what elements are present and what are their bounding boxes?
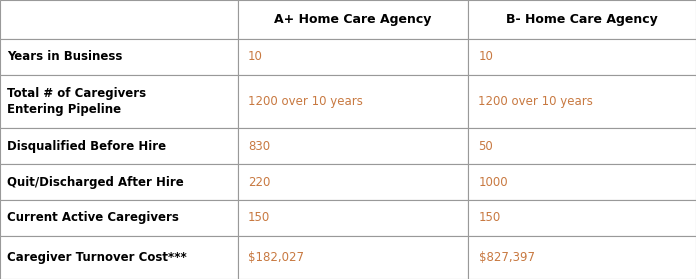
Text: Caregiver Turnover Cost***: Caregiver Turnover Cost*** <box>7 251 187 264</box>
Text: 10: 10 <box>248 50 262 63</box>
Bar <box>468 0 696 39</box>
Bar <box>468 200 696 236</box>
Text: Total # of Caregivers
Entering Pipeline: Total # of Caregivers Entering Pipeline <box>7 87 146 116</box>
Bar <box>238 0 468 39</box>
Text: 830: 830 <box>248 140 270 153</box>
Bar <box>238 39 468 75</box>
Bar <box>0 75 238 128</box>
Bar <box>0 200 238 236</box>
Bar <box>0 0 238 39</box>
Text: Years in Business: Years in Business <box>7 50 122 63</box>
Text: Current Active Caregivers: Current Active Caregivers <box>7 211 179 225</box>
Bar <box>468 75 696 128</box>
Bar <box>0 236 238 279</box>
Bar <box>238 128 468 164</box>
Text: 1000: 1000 <box>479 175 508 189</box>
Bar <box>238 75 468 128</box>
Bar <box>0 39 238 75</box>
Text: 150: 150 <box>248 211 270 225</box>
Text: 10: 10 <box>479 50 493 63</box>
Bar <box>238 200 468 236</box>
Text: B- Home Care Agency: B- Home Care Agency <box>506 13 658 26</box>
Text: 1200 over 10 years: 1200 over 10 years <box>479 95 594 108</box>
Bar <box>238 236 468 279</box>
Text: Disqualified Before Hire: Disqualified Before Hire <box>7 140 166 153</box>
Text: 150: 150 <box>479 211 500 225</box>
Bar <box>468 128 696 164</box>
Bar <box>0 128 238 164</box>
Bar <box>238 164 468 200</box>
Text: Quit/Discharged After Hire: Quit/Discharged After Hire <box>7 175 184 189</box>
Text: A+ Home Care Agency: A+ Home Care Agency <box>274 13 432 26</box>
Text: 50: 50 <box>479 140 493 153</box>
Bar <box>468 39 696 75</box>
Bar <box>468 164 696 200</box>
Text: 1200 over 10 years: 1200 over 10 years <box>248 95 363 108</box>
Bar <box>468 236 696 279</box>
Text: $827,397: $827,397 <box>479 251 535 264</box>
Bar <box>0 164 238 200</box>
Text: 220: 220 <box>248 175 270 189</box>
Text: $182,027: $182,027 <box>248 251 304 264</box>
